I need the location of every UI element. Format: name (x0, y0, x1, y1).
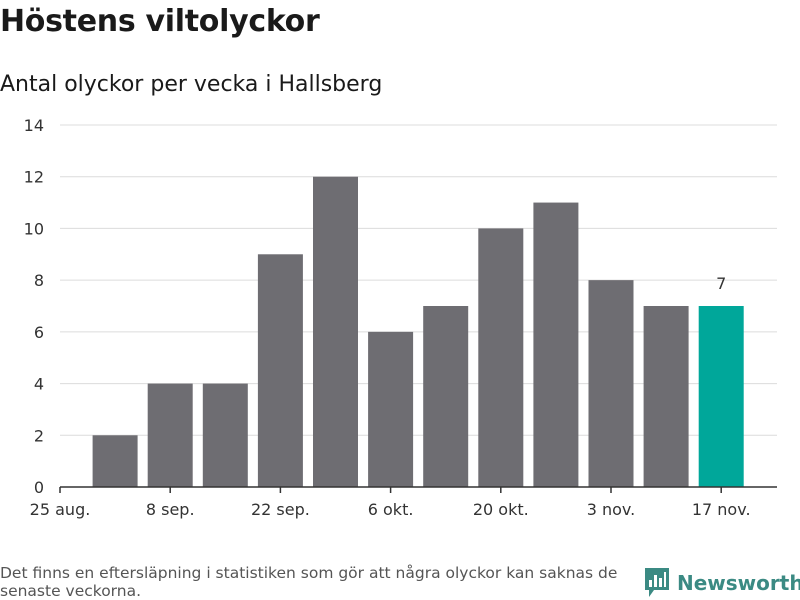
y-tick-label: 0 (34, 478, 44, 497)
bar (423, 306, 469, 487)
x-tick-label: 3 nov. (587, 500, 636, 519)
data-label: 7 (716, 274, 726, 293)
y-tick-label: 14 (24, 116, 44, 135)
bar-highlight (698, 306, 744, 487)
x-tick-label: 22 sep. (251, 500, 310, 519)
bar (313, 176, 358, 487)
bar (533, 202, 579, 488)
x-tick-label: 25 aug. (30, 500, 91, 519)
bar (643, 306, 689, 487)
newsworthy-logo-icon (645, 568, 669, 597)
y-tick-label: 6 (34, 323, 44, 342)
y-tick-label: 4 (34, 375, 44, 394)
bar (92, 435, 138, 487)
chart-title: Höstens viltolyckor (0, 4, 320, 39)
bar (368, 331, 414, 487)
x-tick-label: 20 okt. (473, 500, 529, 519)
x-tick-label: 6 okt. (368, 500, 414, 519)
bar (147, 383, 193, 487)
x-tick-label: 8 sep. (146, 500, 195, 519)
y-tick-label: 12 (24, 168, 44, 187)
bar (588, 280, 634, 487)
x-tick-label: 17 nov. (692, 500, 751, 519)
chart-subtitle: Antal olyckor per vecka i Hallsberg (0, 72, 383, 97)
footnote: Det finns en eftersläpning i statistiken… (0, 564, 618, 600)
bar (202, 383, 248, 487)
brand-name: Newsworthy (677, 571, 800, 595)
bar (478, 228, 524, 487)
y-tick-label: 8 (34, 271, 44, 290)
y-tick-label: 2 (34, 426, 44, 445)
newsworthy-logo[interactable]: Newsworthy (645, 568, 800, 598)
bar (257, 254, 303, 487)
bar-chart: 0 2 4 6 8 10 12 14 7 25 aug. 8 sep. 22 sep. 6 okt. 20… (24, 116, 777, 519)
y-tick-label: 10 (24, 219, 44, 238)
